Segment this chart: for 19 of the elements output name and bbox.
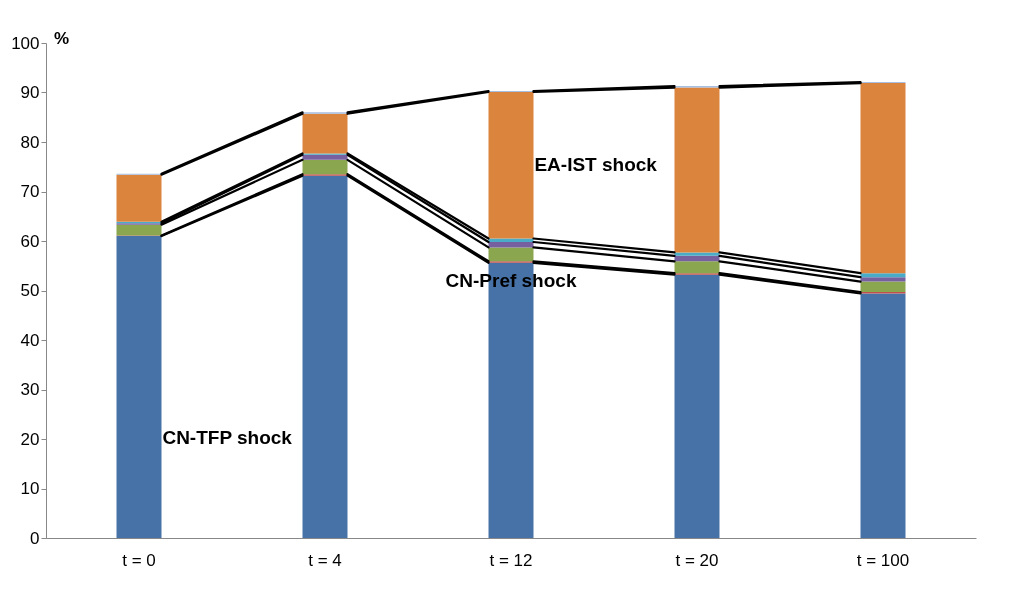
y-tick-label: 0 [30, 528, 40, 548]
y-tick-label: 30 [20, 380, 40, 399]
y-tick-label: 40 [20, 330, 40, 350]
x-tick-label: t = 0 [122, 550, 156, 570]
x-tick-label: t = 100 [856, 550, 910, 570]
y-tick-label: 90 [20, 83, 40, 102]
y-axis-title: % [54, 29, 70, 48]
series-label: CN-TFP shock [162, 427, 293, 449]
y-tick-label: 60 [20, 231, 40, 251]
y-tick-label: 10 [20, 479, 40, 498]
y-tick-label: 70 [20, 182, 40, 201]
y-tick-label: 50 [20, 281, 40, 300]
x-tick-label: t = 4 [308, 550, 342, 570]
x-tick-label: t = 12 [489, 550, 533, 570]
y-tick-label: 100 [11, 33, 40, 53]
y-tick-label: 80 [20, 132, 40, 152]
series-label: EA-IST shock [534, 154, 658, 176]
y-tick-label: 20 [20, 429, 40, 449]
x-tick-label: t = 20 [675, 550, 719, 570]
